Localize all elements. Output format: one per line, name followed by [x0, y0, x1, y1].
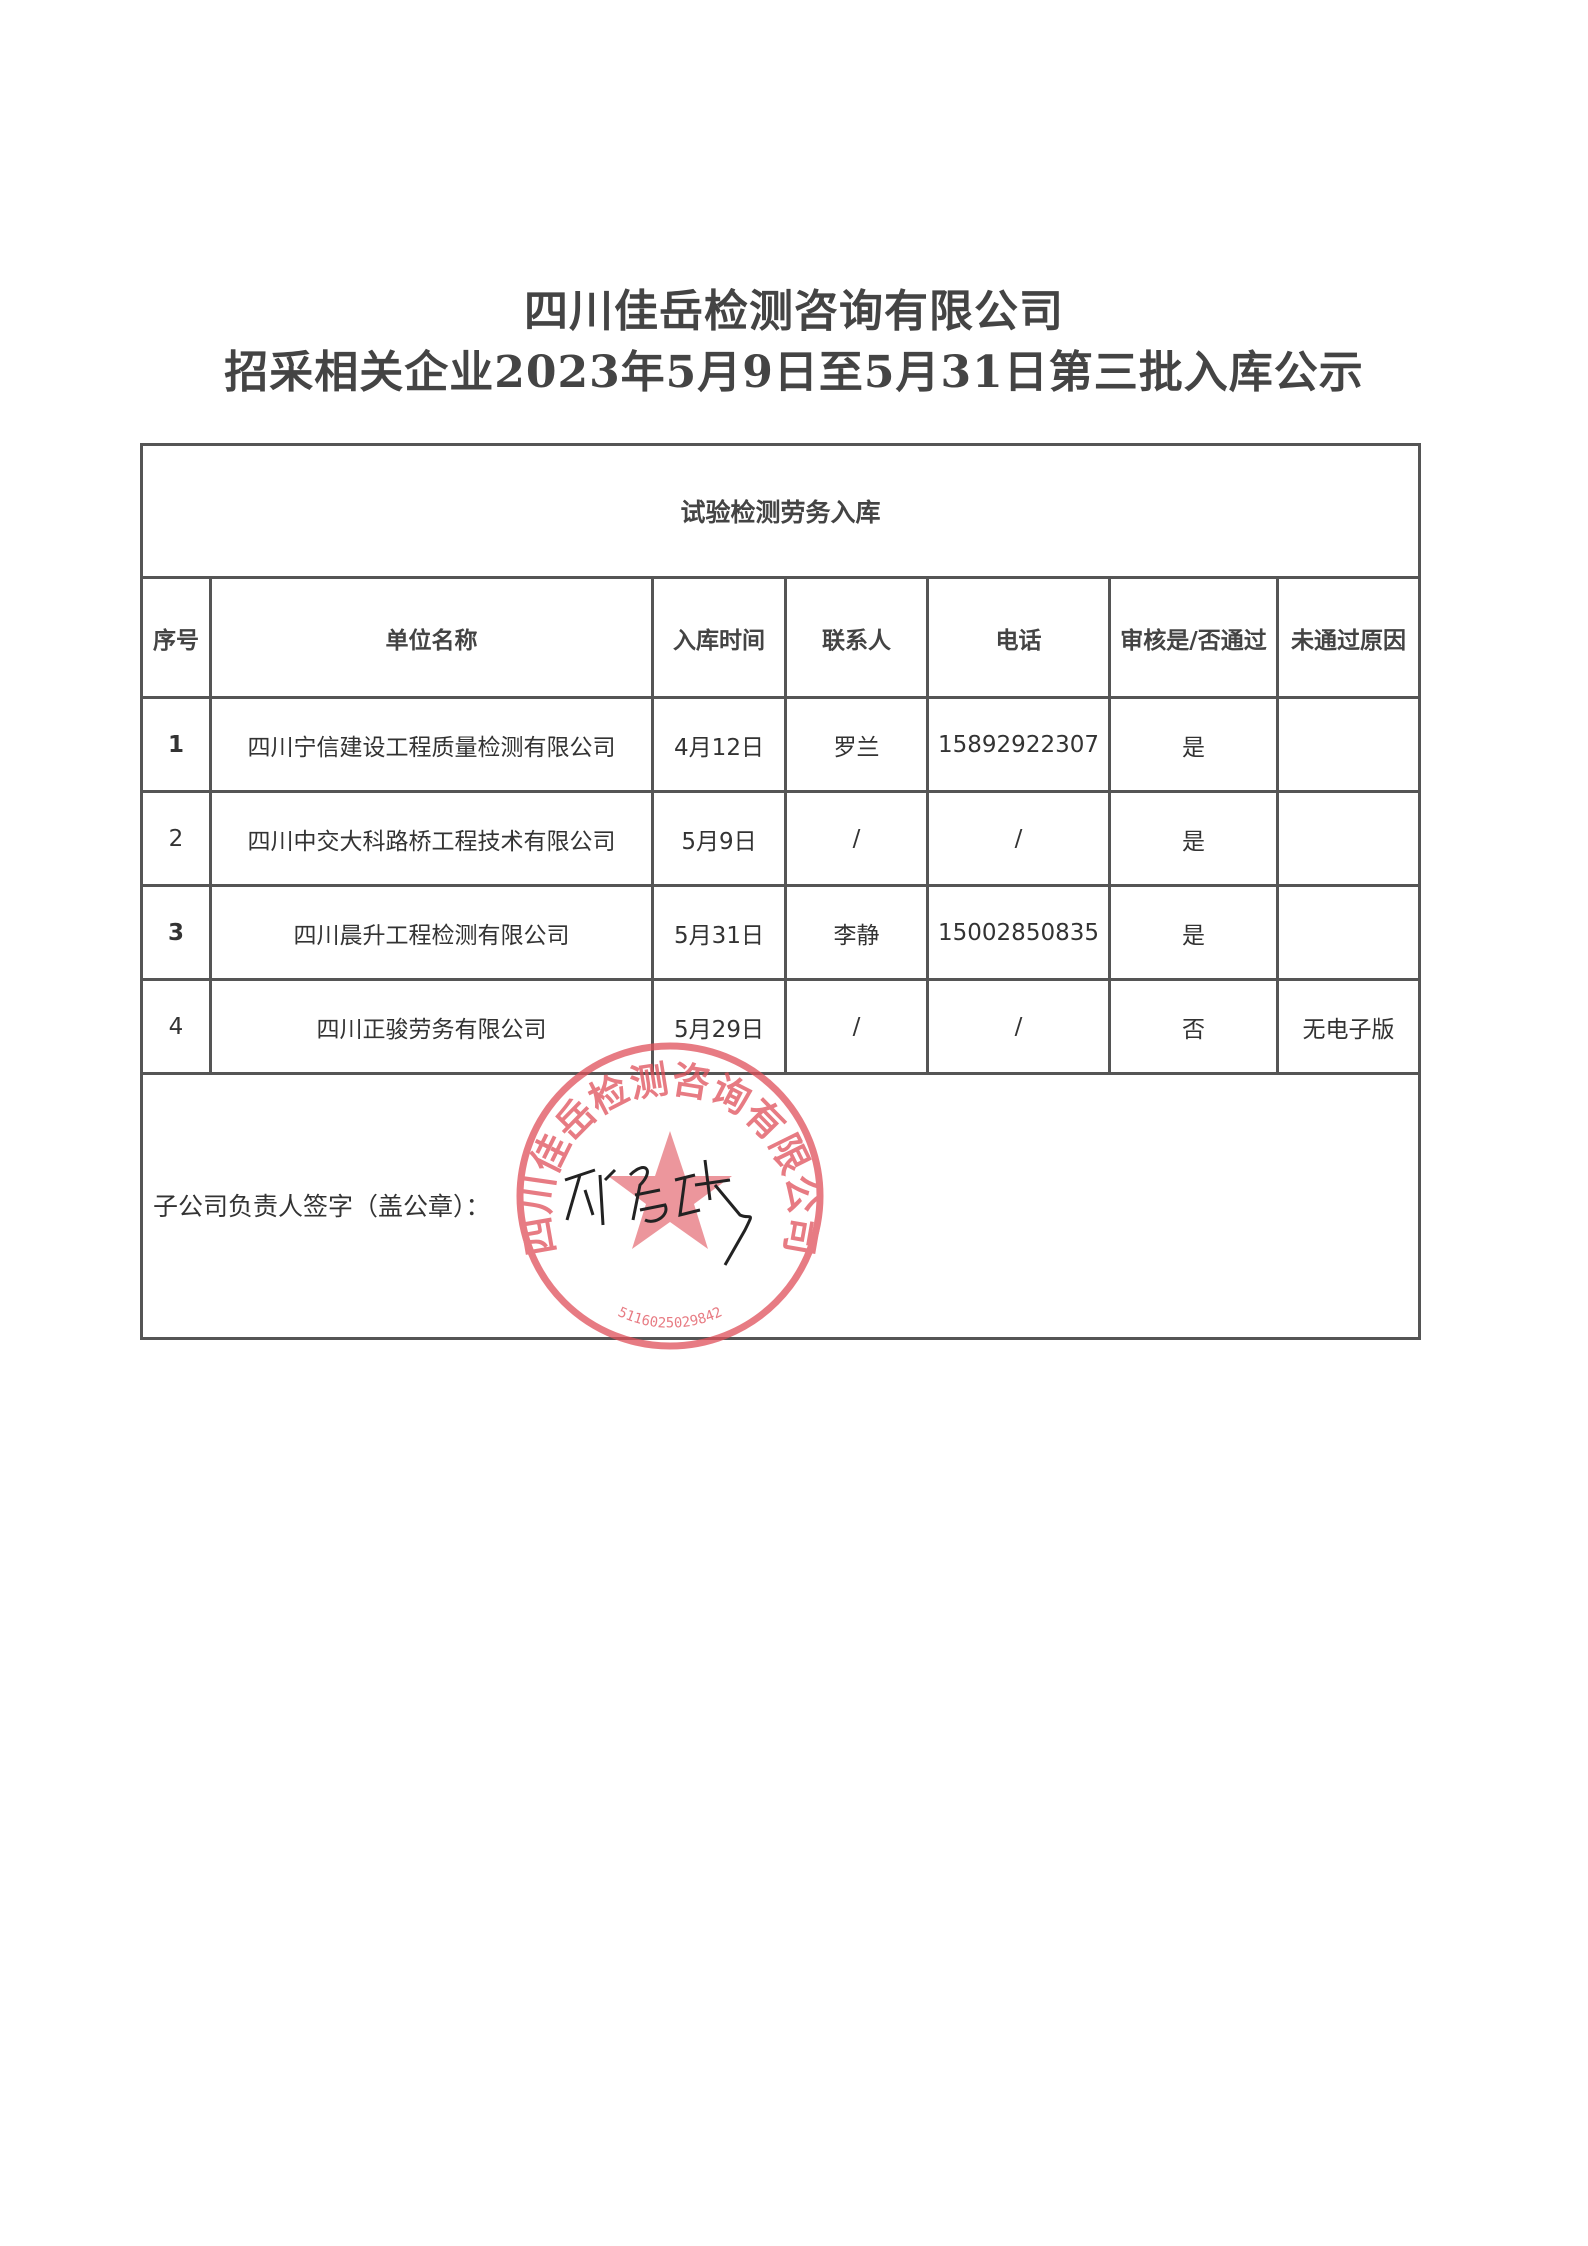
signature-cell: 子公司负责人签字（盖公章）：: [139, 1072, 1422, 1340]
cell-date: 5月29日: [651, 978, 787, 1075]
table-row: 4 四川正骏劳务有限公司 5月29日 / / 否 无电子版: [140, 978, 1422, 1075]
cell-company: 四川宁信建设工程质量检测有限公司: [209, 696, 654, 793]
cell-company: 四川晨升工程检测有限公司: [209, 884, 654, 981]
cell-phone: /: [926, 978, 1111, 1075]
cell-company: 四川正骏劳务有限公司: [209, 978, 654, 1075]
cell-approved: 是: [1108, 790, 1279, 887]
cell-date: 4月12日: [651, 696, 787, 793]
header-reason: 未通过原因: [1275, 576, 1422, 699]
header-phone: 电话: [926, 576, 1111, 699]
cell-approved: 否: [1108, 978, 1279, 1075]
table-row: 3 四川晨升工程检测有限公司 5月31日 李静 15002850835 是: [140, 884, 1422, 981]
cell-approved: 是: [1108, 696, 1279, 793]
cell-contact: 李静: [784, 884, 929, 981]
cell-reason: [1275, 696, 1422, 793]
section-title: 试验检测劳务入库: [139, 443, 1422, 579]
cell-company: 四川中交大科路桥工程技术有限公司: [209, 790, 654, 887]
cell-no: 1: [140, 696, 212, 793]
cell-phone: /: [926, 790, 1111, 887]
signature-label: 子公司负责人签字（盖公章）：: [153, 1192, 491, 1221]
header-date: 入库时间: [651, 576, 787, 699]
cell-phone: 15892922307: [926, 696, 1111, 793]
cell-no: 3: [140, 884, 212, 981]
header-approved: 审核是/否通过: [1108, 576, 1279, 699]
cell-reason: 无电子版: [1275, 978, 1422, 1075]
header-company: 单位名称: [209, 576, 654, 699]
cell-no: 2: [140, 790, 212, 887]
table-row: 1 四川宁信建设工程质量检测有限公司 4月12日 罗兰 15892922307 …: [140, 696, 1422, 793]
cell-reason: [1275, 790, 1422, 887]
cell-no: 4: [140, 978, 212, 1075]
registration-table: 试验检测劳务入库 序号 单位名称 入库时间 联系人 电话 审核是/否通过 未通过…: [139, 443, 1422, 1340]
document-title: 四川佳岳检测咨询有限公司: [524, 286, 1064, 337]
table-row: 2 四川中交大科路桥工程技术有限公司 5月9日 / / 是: [140, 790, 1422, 887]
cell-date: 5月9日: [651, 790, 787, 887]
document-subtitle: 招采相关企业2023年5月9日至5月31日第三批入库公示: [224, 347, 1364, 398]
cell-contact: /: [784, 978, 929, 1075]
cell-date: 5月31日: [651, 884, 787, 981]
header-contact: 联系人: [784, 576, 929, 699]
cell-phone: 15002850835: [926, 884, 1111, 981]
cell-contact: /: [784, 790, 929, 887]
cell-approved: 是: [1108, 884, 1279, 981]
cell-contact: 罗兰: [784, 696, 929, 793]
cell-reason: [1275, 884, 1422, 981]
header-no: 序号: [140, 576, 212, 699]
